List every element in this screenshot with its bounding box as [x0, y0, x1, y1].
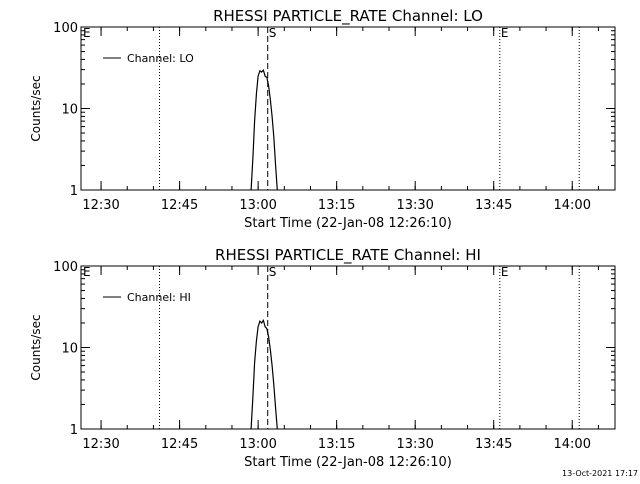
y-axis-label: Counts/sec: [29, 314, 43, 380]
x-tick-label: 13:00: [239, 198, 276, 213]
x-tick-label: 13:15: [318, 437, 355, 452]
y-tick-label: 100: [53, 260, 78, 275]
chart-title: RHESSI PARTICLE_RATE Channel: LO: [213, 7, 483, 26]
x-tick-label: 13:30: [396, 198, 433, 213]
y-tick-label: 100: [53, 21, 78, 36]
x-tick-label: 13:15: [318, 198, 355, 213]
annotation-label: E: [501, 265, 509, 279]
annotation-label: E: [83, 265, 91, 279]
x-tick-label: 14:00: [554, 198, 591, 213]
series-line: [250, 69, 278, 191]
x-tick-label: 12:45: [161, 437, 198, 452]
y-tick-label: 10: [61, 342, 78, 357]
x-tick-label: 14:00: [554, 437, 591, 452]
legend-label: Channel: LO: [127, 52, 194, 65]
x-tick-label: 13:00: [239, 437, 276, 452]
y-tick-label: 10: [61, 103, 78, 118]
x-tick-label: 13:30: [396, 437, 433, 452]
x-tick-label: 12:30: [82, 437, 119, 452]
x-tick-label: 12:30: [82, 198, 119, 213]
annotation-label: S: [269, 26, 277, 40]
chart-title: RHESSI PARTICLE_RATE Channel: HI: [215, 246, 481, 265]
x-axis-label: Start Time (22-Jan-08 12:26:10): [244, 216, 452, 231]
x-tick-label: 13:45: [475, 437, 512, 452]
y-tick-label: 1: [70, 184, 78, 199]
annotation-label: S: [269, 265, 277, 279]
series-line: [250, 318, 278, 430]
legend-label: Channel: HI: [127, 291, 191, 304]
y-tick-label: 1: [70, 423, 78, 438]
annotation-label: E: [83, 26, 91, 40]
x-tick-label: 13:45: [475, 198, 512, 213]
annotation-label: E: [501, 26, 509, 40]
y-axis-label: Counts/sec: [29, 75, 43, 141]
x-tick-label: 12:45: [161, 198, 198, 213]
x-axis-label: Start Time (22-Jan-08 12:26:10): [244, 455, 452, 470]
